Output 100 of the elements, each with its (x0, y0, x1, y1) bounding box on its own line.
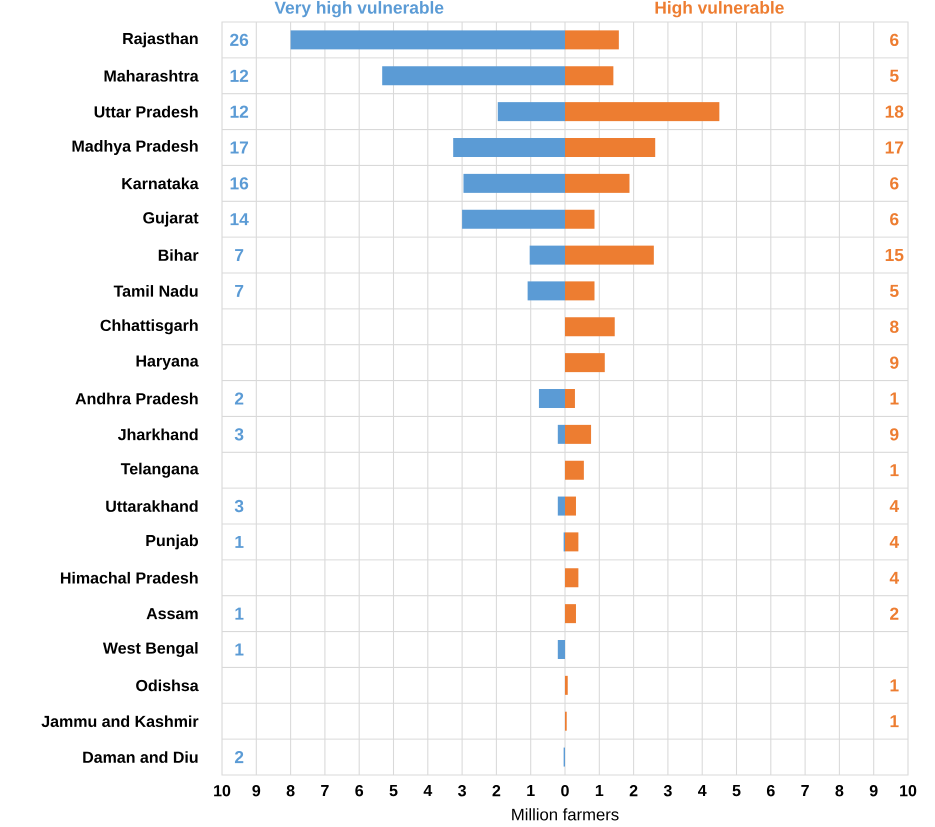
annotation: 4 (890, 572, 900, 584)
bar (565, 532, 578, 552)
bar (565, 174, 630, 193)
annotation: 9 (890, 428, 898, 440)
x-tick-label: 7 (801, 785, 809, 796)
bar (558, 424, 565, 444)
annotation: 17 (230, 142, 248, 154)
annotation: 1 (890, 715, 899, 728)
bar (538, 388, 565, 408)
x-tick-label: 9 (252, 785, 260, 796)
annotation: 3 (234, 500, 244, 512)
x-tick-label: 2 (492, 785, 500, 796)
x-tick-label: 4 (698, 785, 707, 796)
y-tick-label: Rajasthan (123, 32, 198, 48)
annotation: 16 (230, 177, 248, 190)
bar (565, 676, 568, 695)
bar (498, 102, 565, 122)
x-tick-label: 9 (870, 785, 878, 796)
y-tick-label: Telangana (120, 462, 199, 478)
x-tick-label: 8 (835, 785, 844, 796)
bar (382, 66, 565, 86)
y-tick-label: Odishsa (136, 679, 199, 692)
x-axis-title: Million farmers (512, 808, 619, 820)
x-tick-label: 4 (424, 785, 432, 796)
bar (530, 246, 565, 265)
bar (565, 388, 575, 408)
text: High vulnerable (655, 1, 784, 18)
annotation: 18 (886, 105, 904, 118)
y-tick-label: Tamil Nadu (114, 285, 198, 297)
bar (565, 496, 576, 516)
bar (565, 317, 615, 336)
annotation: 3 (234, 428, 244, 440)
annotation: 7 (235, 284, 244, 297)
y-tick-label: Jammu and Kashmir (41, 715, 198, 728)
y-tick-label: Assam (146, 608, 198, 620)
bar (565, 460, 584, 480)
x-tick-label: 0 (561, 785, 569, 796)
annotation: 6 (890, 177, 898, 190)
bar (565, 281, 594, 300)
bar (565, 353, 605, 372)
annotation: 1 (890, 392, 899, 404)
bar (462, 210, 565, 229)
y-tick-label: Haryana (136, 355, 199, 370)
annotation: 2 (890, 608, 898, 620)
annotation: 5 (890, 284, 899, 297)
x-tick-label: 10 (900, 785, 916, 796)
y-tick-label: Chhattisgarh (100, 319, 198, 334)
x-tick-label: 2 (630, 785, 638, 796)
bar (565, 246, 654, 265)
annotation: 1 (235, 644, 244, 656)
bar (528, 281, 565, 300)
x-tick-label: 8 (286, 785, 295, 796)
annotation: 14 (230, 213, 249, 226)
y-tick-label: Bihar (158, 249, 198, 261)
x-tick-label: 3 (458, 785, 466, 796)
y-tick-label: West Bengal (102, 642, 198, 657)
x-tick-label: 10 (214, 785, 230, 796)
annotation: 26 (230, 34, 248, 46)
annotation: 6 (890, 34, 898, 46)
x-tick-label: 7 (321, 785, 329, 796)
x-tick-label: 3 (664, 785, 672, 796)
bar (558, 496, 565, 516)
y-tick-label: Gujarat (143, 212, 198, 227)
bar (565, 424, 592, 444)
bar (290, 30, 565, 50)
y-tick-label: Himachal Pradesh (60, 572, 198, 584)
y-tick-label: Daman and Diu (83, 751, 198, 763)
bar (565, 568, 578, 588)
x-tick-label: 5 (390, 785, 398, 796)
y-tick-label: Uttar Pradesh (94, 106, 198, 118)
bar (565, 138, 656, 157)
y-tick-label: Madhya Pradesh (72, 140, 198, 155)
y-tick-label: Karnataka (122, 177, 199, 190)
bar (565, 210, 594, 229)
y-tick-label: Uttarakhand (106, 500, 198, 512)
bar (453, 138, 565, 157)
annotation: 17 (886, 142, 904, 154)
bar (463, 174, 565, 193)
annotation: 1 (235, 536, 244, 548)
annotation: 7 (235, 249, 244, 262)
bar (558, 640, 565, 659)
annotation: 12 (230, 106, 248, 118)
annotation: 15 (886, 249, 904, 262)
bar (565, 102, 720, 122)
bar (565, 30, 619, 50)
annotation: 12 (230, 70, 248, 82)
annotation: 9 (890, 356, 898, 369)
y-tick-label: Andhra Pradesh (75, 392, 198, 404)
annotation: 5 (890, 70, 899, 82)
x-tick-label: 5 (732, 785, 740, 796)
annotation: 1 (235, 608, 244, 620)
y-tick-label: Punjab (146, 534, 198, 550)
series-label: Very high vulnerable (274, 1, 444, 18)
x-tick-label: 6 (766, 785, 775, 796)
y-tick-label: Jharkhand (118, 428, 198, 440)
x-tick-label: 1 (596, 785, 604, 796)
annotation: 6 (890, 213, 898, 226)
annotation: 8 (890, 320, 899, 333)
x-tick-label: 1 (527, 785, 535, 796)
annotation: 1 (890, 679, 899, 692)
